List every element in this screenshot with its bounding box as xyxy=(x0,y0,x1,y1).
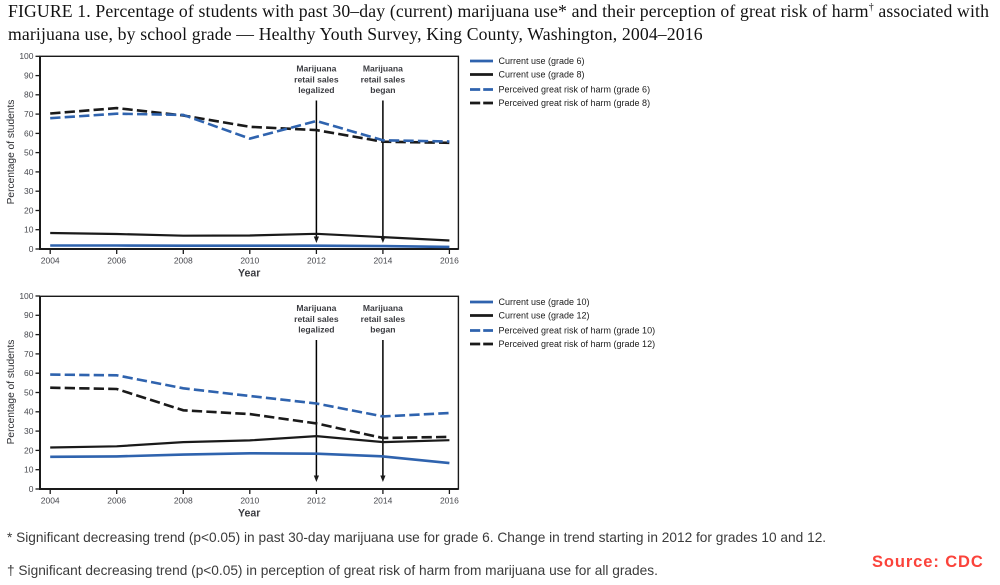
svg-text:Perceived great risk of harm (: Perceived great risk of harm (grade 8) xyxy=(499,98,651,108)
svg-text:2004: 2004 xyxy=(41,496,60,506)
svg-text:70: 70 xyxy=(24,349,34,359)
svg-text:Year: Year xyxy=(238,508,260,520)
svg-text:Percentage of students: Percentage of students xyxy=(6,100,17,205)
svg-text:90: 90 xyxy=(24,310,34,320)
svg-text:2016: 2016 xyxy=(440,496,459,506)
svg-text:40: 40 xyxy=(24,167,34,177)
svg-text:Marijuana: Marijuana xyxy=(296,64,336,74)
svg-text:2014: 2014 xyxy=(373,256,392,266)
svg-text:60: 60 xyxy=(24,368,34,378)
svg-text:2006: 2006 xyxy=(107,256,126,266)
svg-text:Marijuana: Marijuana xyxy=(296,303,336,313)
svg-text:2016: 2016 xyxy=(440,256,459,266)
svg-text:10: 10 xyxy=(24,225,34,235)
svg-text:50: 50 xyxy=(24,387,34,397)
svg-text:retail sales: retail sales xyxy=(361,74,406,84)
svg-text:10: 10 xyxy=(24,465,34,475)
svg-text:Current use (grade 6): Current use (grade 6) xyxy=(499,56,585,66)
svg-text:40: 40 xyxy=(24,407,34,417)
svg-text:2014: 2014 xyxy=(373,496,392,506)
svg-text:50: 50 xyxy=(24,148,34,158)
svg-text:Year: Year xyxy=(238,268,260,280)
svg-text:began: began xyxy=(370,85,395,95)
svg-text:100: 100 xyxy=(19,291,33,301)
svg-text:2012: 2012 xyxy=(307,496,326,506)
svg-text:70: 70 xyxy=(24,109,34,119)
svg-text:Marijuana: Marijuana xyxy=(363,64,403,74)
svg-text:retail sales: retail sales xyxy=(294,314,339,324)
svg-text:60: 60 xyxy=(24,128,34,138)
svg-text:2012: 2012 xyxy=(307,256,326,266)
svg-text:Current use (grade 10): Current use (grade 10) xyxy=(499,297,590,307)
svg-text:30: 30 xyxy=(24,426,34,436)
svg-text:2008: 2008 xyxy=(174,496,193,506)
svg-text:2010: 2010 xyxy=(240,496,259,506)
svg-text:2004: 2004 xyxy=(41,256,60,266)
svg-text:2006: 2006 xyxy=(107,496,126,506)
svg-text:100: 100 xyxy=(19,51,33,61)
svg-text:Perceived great risk of harm (: Perceived great risk of harm (grade 6) xyxy=(499,85,651,95)
svg-text:80: 80 xyxy=(24,90,34,100)
svg-text:Marijuana: Marijuana xyxy=(363,303,403,313)
svg-text:Percentage of students: Percentage of students xyxy=(6,340,17,445)
svg-text:2008: 2008 xyxy=(174,256,193,266)
svg-text:Current use (grade 8): Current use (grade 8) xyxy=(499,70,585,80)
svg-text:80: 80 xyxy=(24,330,34,340)
svg-text:began: began xyxy=(370,325,395,335)
svg-text:2010: 2010 xyxy=(240,256,259,266)
svg-text:retail sales: retail sales xyxy=(294,74,339,84)
svg-text:0: 0 xyxy=(29,244,34,254)
svg-text:legalized: legalized xyxy=(298,85,334,95)
svg-text:90: 90 xyxy=(24,71,34,81)
svg-text:20: 20 xyxy=(24,205,34,215)
svg-text:30: 30 xyxy=(24,186,34,196)
svg-text:retail sales: retail sales xyxy=(361,314,406,324)
svg-text:Perceived great risk of harm (: Perceived great risk of harm (grade 10) xyxy=(499,326,656,336)
svg-text:0: 0 xyxy=(29,484,34,494)
svg-text:20: 20 xyxy=(24,445,34,455)
svg-text:legalized: legalized xyxy=(298,325,334,335)
svg-text:Perceived great risk of harm (: Perceived great risk of harm (grade 12) xyxy=(499,339,656,349)
svg-text:Current use (grade 12): Current use (grade 12) xyxy=(499,311,590,321)
